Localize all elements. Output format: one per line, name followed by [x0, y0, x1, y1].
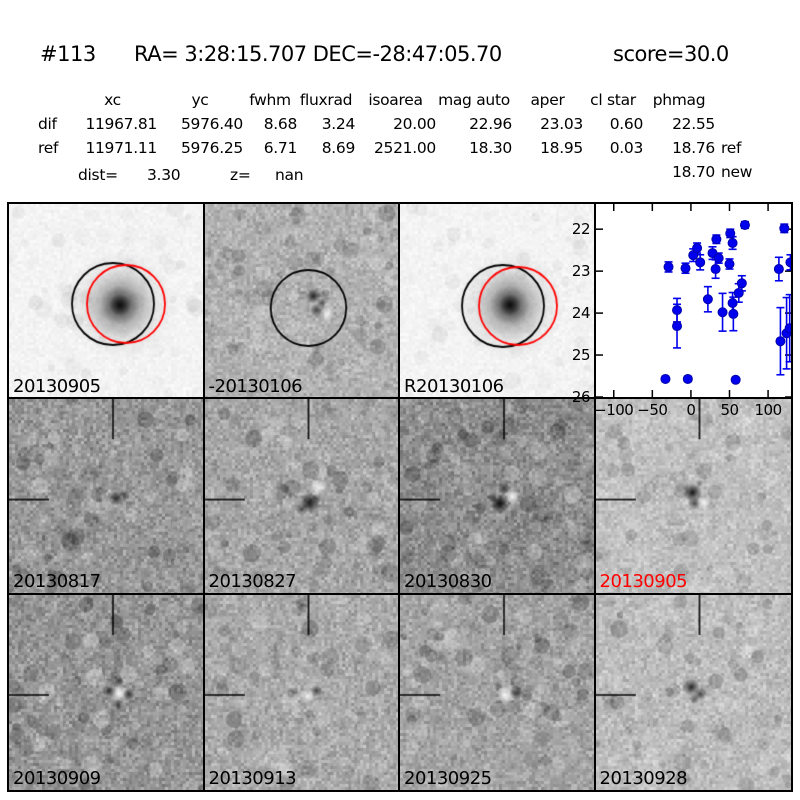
col-xc: xc [104, 91, 121, 109]
cutout-diff-20130913: 20130913 [204, 594, 400, 790]
cutout-diff-20130817: 20130817 [9, 399, 205, 595]
panel-date-label: 20130905 [13, 375, 101, 397]
table-header-row: xc yc fwhm fluxrad isoarea mag auto aper… [38, 88, 761, 112]
lightcurve-point [702, 294, 713, 305]
lightcurve-point [724, 228, 735, 239]
lightcurve-point [671, 305, 682, 316]
table-row-ref: ref 11971.11 5976.25 6.71 8.69 2521.00 1… [38, 139, 742, 157]
cutout-diff-20130830: 20130830 [400, 399, 596, 595]
lightcurve-point [730, 374, 741, 385]
photometry-table: xc yc fwhm fluxrad isoarea mag auto aper… [38, 88, 761, 184]
lightcurve-point [659, 373, 670, 384]
lightcurve-point [784, 323, 791, 334]
lightcurve-point [717, 307, 728, 318]
phmag-new-suffix: new [721, 163, 753, 181]
cutout-image [204, 204, 398, 398]
lightcurve-ytick-label: 24 [571, 304, 591, 323]
lightcurve-ytick-label: 23 [571, 262, 591, 281]
panel-date-label: 20130830 [404, 570, 492, 592]
lightcurve-point [774, 336, 785, 347]
cutout-image [204, 594, 398, 790]
lightcurve-xtick-label: 100 [754, 401, 783, 419]
lightcurve-ytick-label: 25 [571, 346, 591, 365]
lightcurve-point [784, 257, 791, 268]
panel-date-label: 20130827 [208, 570, 297, 592]
candidate-id: #113 [40, 42, 96, 66]
lightcurve-point [733, 287, 744, 298]
lightcurve-point [778, 223, 789, 234]
lightcurve-point [694, 257, 705, 268]
candidate-coordinates: RA= 3:28:15.707 DEC=-28:47:05.70 [134, 42, 502, 66]
panel-date-label: 20130909 [13, 768, 101, 790]
panel-date-label: 20130913 [208, 768, 297, 790]
lightcurve-plot [595, 204, 791, 397]
cutout-diff-20130925: 20130925 [400, 594, 596, 790]
panel-date-label: 20130928 [599, 768, 688, 790]
lightcurve-point [691, 243, 702, 254]
phmag-new-value: 18.70 [672, 163, 715, 181]
cutout-ref-20130106: R20130106 [400, 204, 596, 400]
col-phmag: phmag [652, 91, 706, 109]
dist-label: dist= [78, 166, 118, 184]
cutout-new-20130905: 20130905 [9, 204, 205, 400]
dist-value: 3.30 [147, 166, 181, 184]
table-row-extra-phmag: 18.70 new [38, 160, 761, 184]
cutout-diff-20130909: 20130909 [9, 594, 205, 790]
lightcurve-point [710, 234, 721, 245]
lightcurve-point [671, 321, 682, 332]
lightcurve-xtick-label: 0 [686, 401, 696, 419]
cutout-image [595, 594, 791, 790]
lightcurve-point [710, 264, 721, 275]
cutout-image [204, 399, 398, 593]
cutout-image [9, 594, 203, 790]
lightcurve-point [727, 308, 738, 319]
col-cl-star: cl star [590, 91, 636, 109]
cutout-image [400, 204, 594, 398]
lightcurve-xtick-label: 50 [720, 401, 739, 419]
lightcurve-point [723, 258, 734, 269]
panel-date-label: -20130106 [208, 375, 303, 397]
lightcurve-ytick-label: 26 [571, 388, 591, 406]
lightcurve-point [727, 238, 738, 249]
lightcurve-point [773, 264, 784, 275]
cutout-diff-20130928: 20130928 [595, 594, 791, 790]
col-isoarea: isoarea [368, 91, 423, 109]
cutout-image [400, 399, 594, 593]
lightcurve-point [736, 278, 747, 289]
figure-title: #113 RA= 3:28:15.707 DEC=-28:47:05.70 sc… [0, 42, 800, 68]
candidate-score: score=30.0 [613, 42, 729, 66]
lightcurve-point [713, 253, 724, 264]
lightcurve-ytick-label: 22 [571, 220, 591, 239]
redshift-value: nan [275, 166, 304, 184]
col-yc: yc [191, 91, 209, 109]
lightcurve-xtick-label: −100 [594, 401, 634, 419]
panel-date-label: R20130106 [404, 375, 504, 397]
col-aper: aper [530, 91, 565, 109]
col-fwhm: fwhm [249, 91, 291, 109]
lightcurve-point [727, 298, 738, 309]
cutout-image [9, 399, 203, 593]
panel-date-label: 20130925 [404, 768, 492, 790]
lightcurve-point [680, 263, 691, 274]
dist-z-row: dist= 3.30 z= nan [0, 166, 800, 188]
panel-date-label: 20130905 [599, 570, 688, 592]
lightcurve-point [682, 373, 693, 384]
cutout-diff-20130827: 20130827 [204, 399, 400, 595]
redshift-label: z= [230, 166, 251, 184]
col-fluxrad: fluxrad [299, 91, 353, 109]
lightcurve-point [663, 261, 674, 272]
cutout-diff-20130905: 20130905 [595, 399, 791, 595]
cutout-image [9, 204, 203, 398]
lightcurve-xtick-label: −50 [637, 401, 668, 419]
cutout-image [595, 399, 791, 593]
lightcurve-point [739, 219, 750, 230]
cutout-image [400, 594, 594, 790]
cutout-grid: 20130905 -20130106 R20130106 20130817 20… [7, 202, 793, 792]
col-mag-auto: mag auto [438, 91, 510, 109]
cutout-diff-neg-20130106: -20130106 [204, 204, 400, 400]
panel-date-label: 20130817 [13, 570, 101, 592]
table-row-dif: dif 11967.81 5976.40 8.68 3.24 20.00 22.… [38, 115, 715, 133]
lightcurve-panel [595, 204, 791, 400]
